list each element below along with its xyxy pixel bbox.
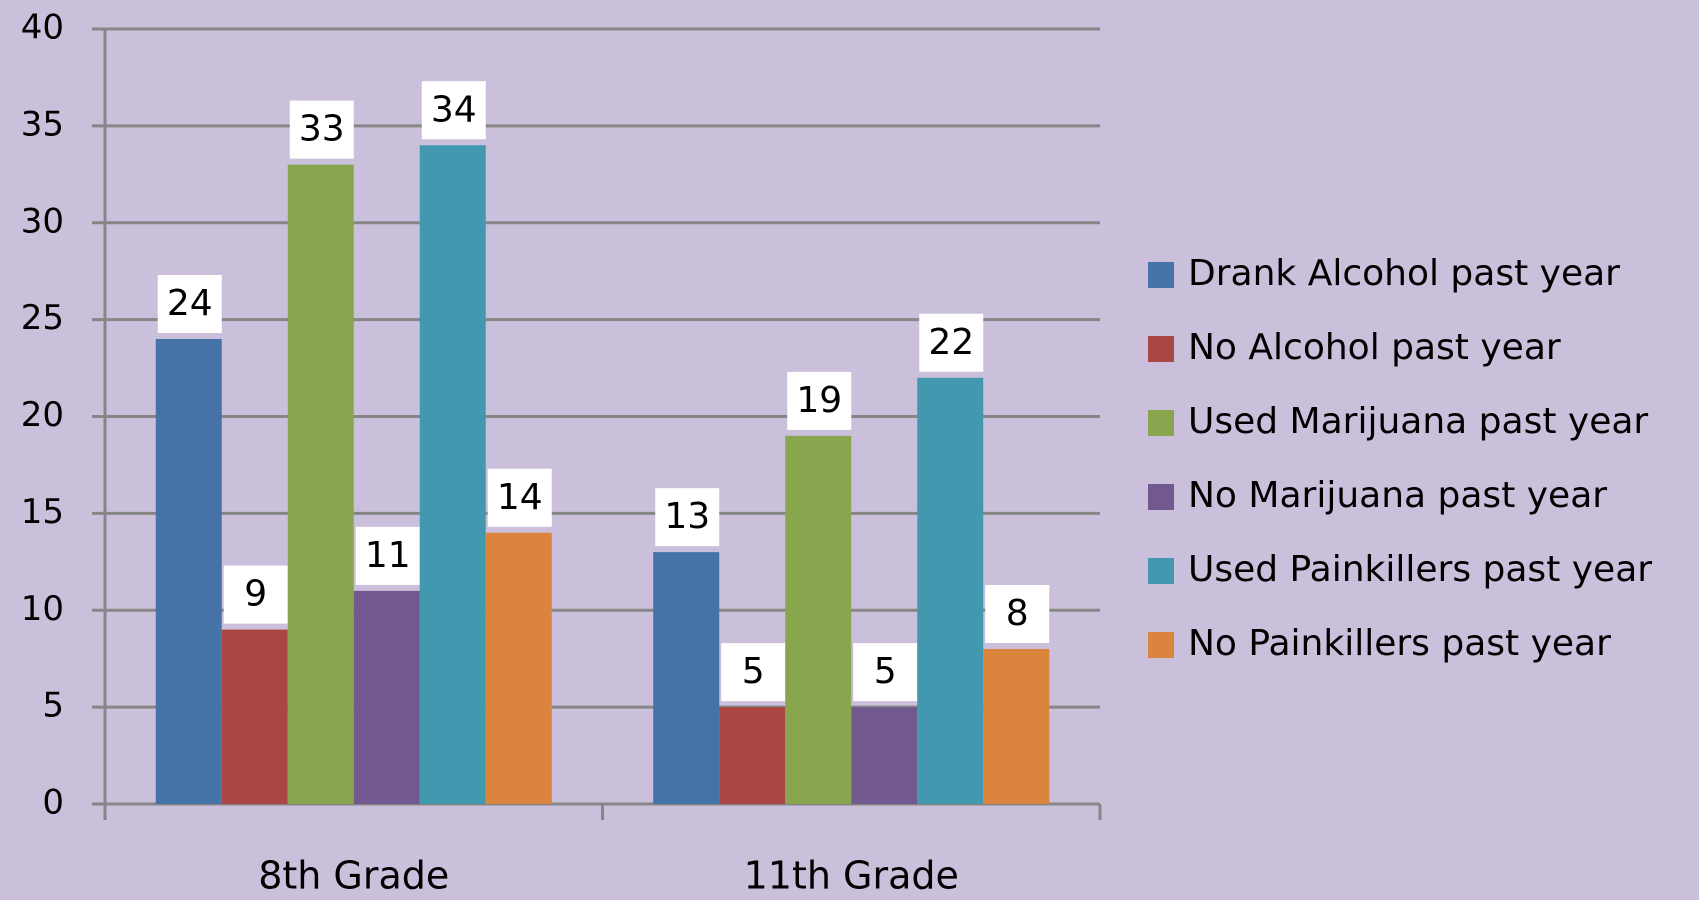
bar [917,377,984,804]
x-tick-label: 11th Grade [744,854,959,898]
legend-swatch [1148,336,1174,362]
y-tick-label: 35 [21,104,64,144]
data-label-box [853,643,918,702]
data-label: 11 [365,535,411,576]
data-label: 22 [928,322,974,363]
data-label-box [919,313,984,372]
legend-label: No Alcohol past year [1188,327,1561,368]
data-label-box [787,371,852,430]
data-label-box [157,275,222,333]
bar [419,145,486,804]
legend-swatch [1148,484,1174,510]
legend-label: Used Marijuana past year [1188,401,1648,442]
data-label-box [655,488,720,547]
data-label: 13 [664,496,710,537]
bar [653,552,720,804]
legend-swatch [1148,410,1174,436]
legend-swatch [1148,262,1174,288]
y-tick-label: 15 [21,492,64,532]
bar [785,435,852,804]
data-label-box [985,585,1050,643]
bar [353,590,420,804]
legend-label: No Marijuana past year [1188,475,1607,516]
data-label: 9 [244,574,267,615]
data-label: 14 [497,477,543,518]
bar [287,164,354,804]
legend-label: No Painkillers past year [1188,623,1611,664]
data-label: 19 [796,380,842,421]
y-tick-label: 30 [21,201,64,241]
data-label: 5 [742,651,765,692]
data-label: 24 [167,283,213,324]
legend-swatch [1148,558,1174,584]
y-tick-label: 10 [21,589,64,629]
x-tick-label: 8th Grade [258,854,449,898]
bar [155,339,222,804]
data-label: 34 [431,89,477,130]
data-label: 8 [1006,593,1029,634]
data-label: 33 [299,109,345,150]
legend-label: Drank Alcohol past year [1188,253,1620,294]
bar [851,707,918,804]
legend-label: Used Painkillers past year [1188,549,1652,590]
data-label-box [289,100,354,159]
bar [983,649,1050,804]
y-tick-label: 25 [21,298,64,338]
data-label-box [223,565,288,624]
y-tick-label: 20 [21,395,64,435]
bar [719,707,786,804]
data-label-box [487,468,552,527]
y-tick-label: 0 [42,783,64,823]
y-tick-label: 5 [42,686,64,726]
data-label-box [721,643,786,702]
data-label-box [355,526,420,585]
legend-swatch [1148,632,1174,658]
bar [221,629,288,804]
y-tick-label: 40 [21,8,64,48]
data-label-box [421,81,486,140]
data-label: 5 [874,651,897,692]
bar [485,532,552,804]
